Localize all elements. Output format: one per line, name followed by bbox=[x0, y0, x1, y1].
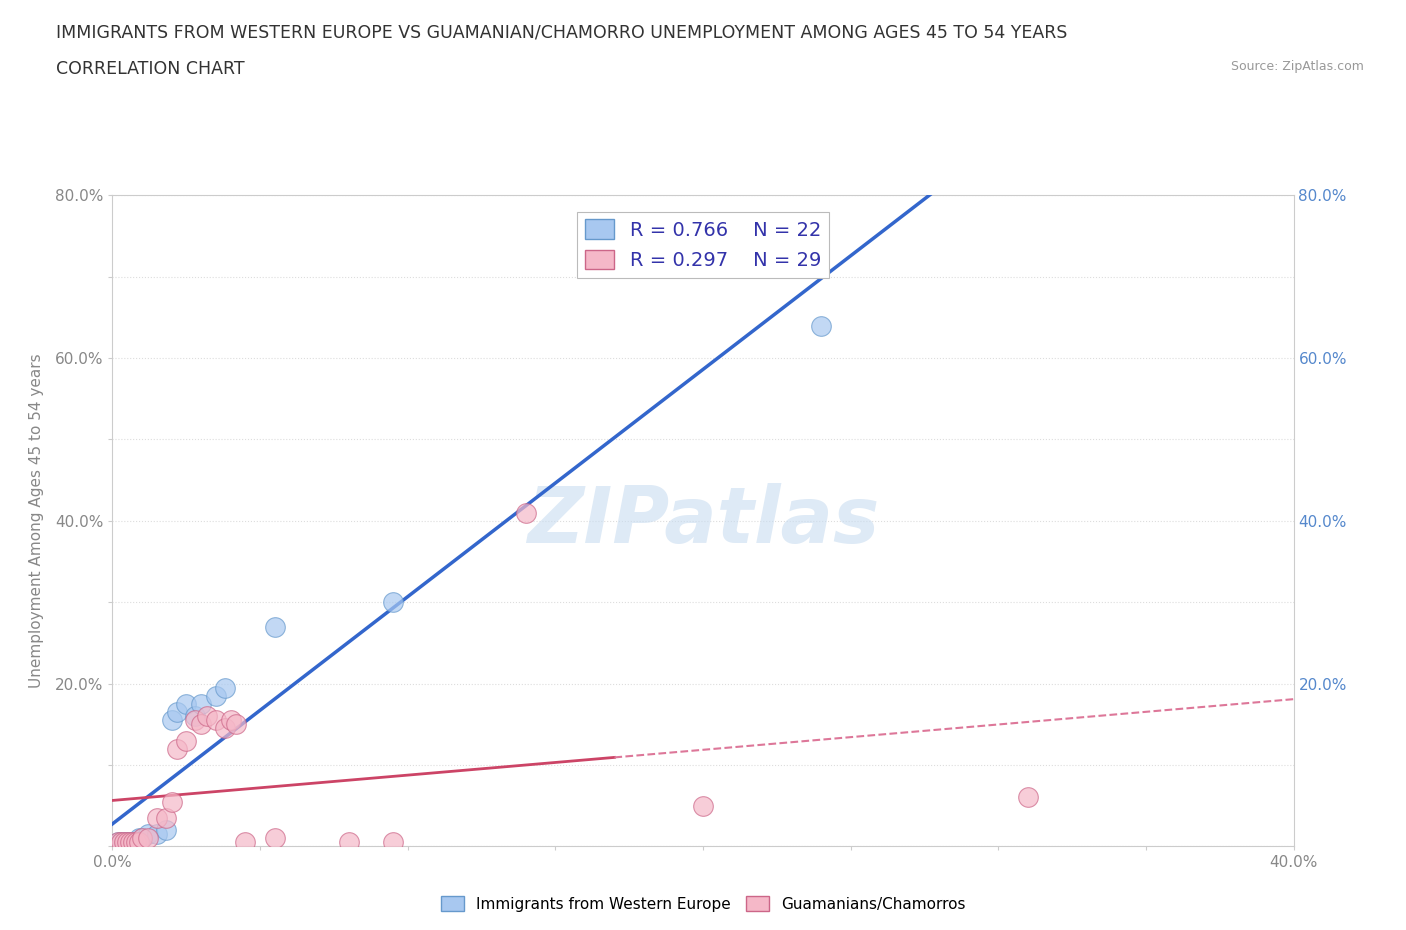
Point bbox=[225, 717, 247, 732]
Point bbox=[205, 712, 228, 727]
Point bbox=[128, 835, 150, 850]
Point bbox=[155, 810, 177, 825]
Text: Source: ZipAtlas.com: Source: ZipAtlas.com bbox=[1230, 60, 1364, 73]
Point bbox=[136, 827, 159, 842]
Text: IMMIGRANTS FROM WESTERN EUROPE VS GUAMANIAN/CHAMORRO UNEMPLOYMENT AMONG AGES 45 : IMMIGRANTS FROM WESTERN EUROPE VS GUAMAN… bbox=[56, 23, 1067, 41]
Point bbox=[155, 823, 177, 838]
Point bbox=[1017, 790, 1039, 805]
Point bbox=[174, 733, 197, 748]
Point bbox=[810, 318, 832, 333]
Point bbox=[205, 688, 228, 703]
Point bbox=[146, 810, 169, 825]
Point bbox=[125, 835, 148, 850]
Legend: Immigrants from Western Europe, Guamanians/Chamorros: Immigrants from Western Europe, Guamania… bbox=[434, 889, 972, 918]
Point bbox=[219, 712, 242, 727]
Point bbox=[515, 505, 537, 520]
Y-axis label: Unemployment Among Ages 45 to 54 years: Unemployment Among Ages 45 to 54 years bbox=[30, 353, 44, 688]
Point bbox=[110, 835, 132, 850]
Point bbox=[117, 835, 138, 850]
Point bbox=[146, 827, 169, 842]
Point bbox=[382, 835, 405, 850]
Point bbox=[117, 835, 138, 850]
Point bbox=[184, 709, 207, 724]
Point bbox=[131, 830, 153, 845]
Point bbox=[190, 697, 212, 711]
Point bbox=[692, 798, 714, 813]
Point bbox=[136, 830, 159, 845]
Point bbox=[112, 835, 135, 850]
Point bbox=[174, 697, 197, 711]
Point bbox=[131, 830, 153, 845]
Point bbox=[120, 835, 142, 850]
Point bbox=[337, 835, 360, 850]
Point bbox=[128, 830, 150, 845]
Point bbox=[382, 595, 405, 610]
Point bbox=[166, 741, 188, 756]
Point bbox=[120, 835, 142, 850]
Point bbox=[264, 830, 287, 845]
Point bbox=[190, 717, 212, 732]
Point bbox=[214, 721, 236, 736]
Point bbox=[233, 835, 256, 850]
Point bbox=[166, 705, 188, 720]
Point bbox=[122, 835, 145, 850]
Point bbox=[184, 712, 207, 727]
Point bbox=[122, 835, 145, 850]
Point bbox=[264, 619, 287, 634]
Point bbox=[214, 680, 236, 695]
Point bbox=[195, 709, 218, 724]
Point bbox=[107, 835, 129, 850]
Point bbox=[112, 835, 135, 850]
Text: ZIPatlas: ZIPatlas bbox=[527, 483, 879, 559]
Text: CORRELATION CHART: CORRELATION CHART bbox=[56, 60, 245, 78]
Point bbox=[160, 712, 183, 727]
Point bbox=[110, 835, 132, 850]
Point bbox=[107, 835, 129, 850]
Point bbox=[125, 835, 148, 850]
Point bbox=[160, 794, 183, 809]
Legend: R = 0.766    N = 22, R = 0.297    N = 29: R = 0.766 N = 22, R = 0.297 N = 29 bbox=[578, 211, 828, 278]
